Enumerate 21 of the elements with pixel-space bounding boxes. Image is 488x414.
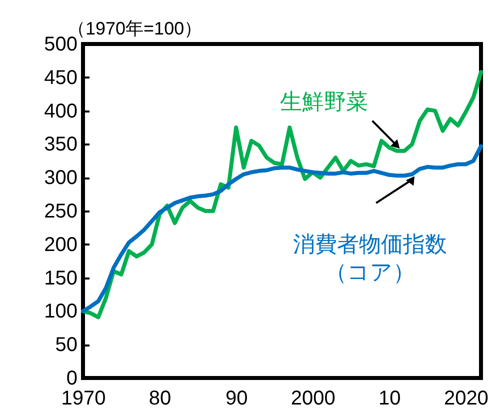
x-tick-label: 1970 (61, 388, 106, 410)
x-tick-label: 80 (148, 388, 172, 410)
series-label: 生鮮野菜 (280, 89, 368, 114)
line-series (81, 70, 483, 320)
y-tick-label: 400 (44, 100, 78, 122)
x-tick-label: 10 (378, 388, 401, 410)
y-tick-label: 50 (55, 334, 78, 356)
x-tick-label: 2020 (444, 388, 488, 410)
y-tick-label: 300 (44, 167, 78, 190)
line-series (81, 144, 483, 314)
y-tick-label: 150 (44, 267, 78, 290)
y-tick-label: 250 (44, 200, 78, 222)
y-tick-label: 500 (44, 34, 78, 56)
text: 消費者物価指数（コア） (293, 231, 448, 284)
y-tick-label: 0 (66, 368, 78, 390)
y-tick-label: 350 (44, 134, 78, 156)
y-tick-label: 100 (44, 300, 78, 323)
x-tick-label: 2000 (290, 388, 336, 410)
y-tick-label: 450 (44, 66, 78, 89)
y-tick-label: 200 (44, 234, 78, 256)
x-tick-label: 90 (225, 388, 248, 410)
